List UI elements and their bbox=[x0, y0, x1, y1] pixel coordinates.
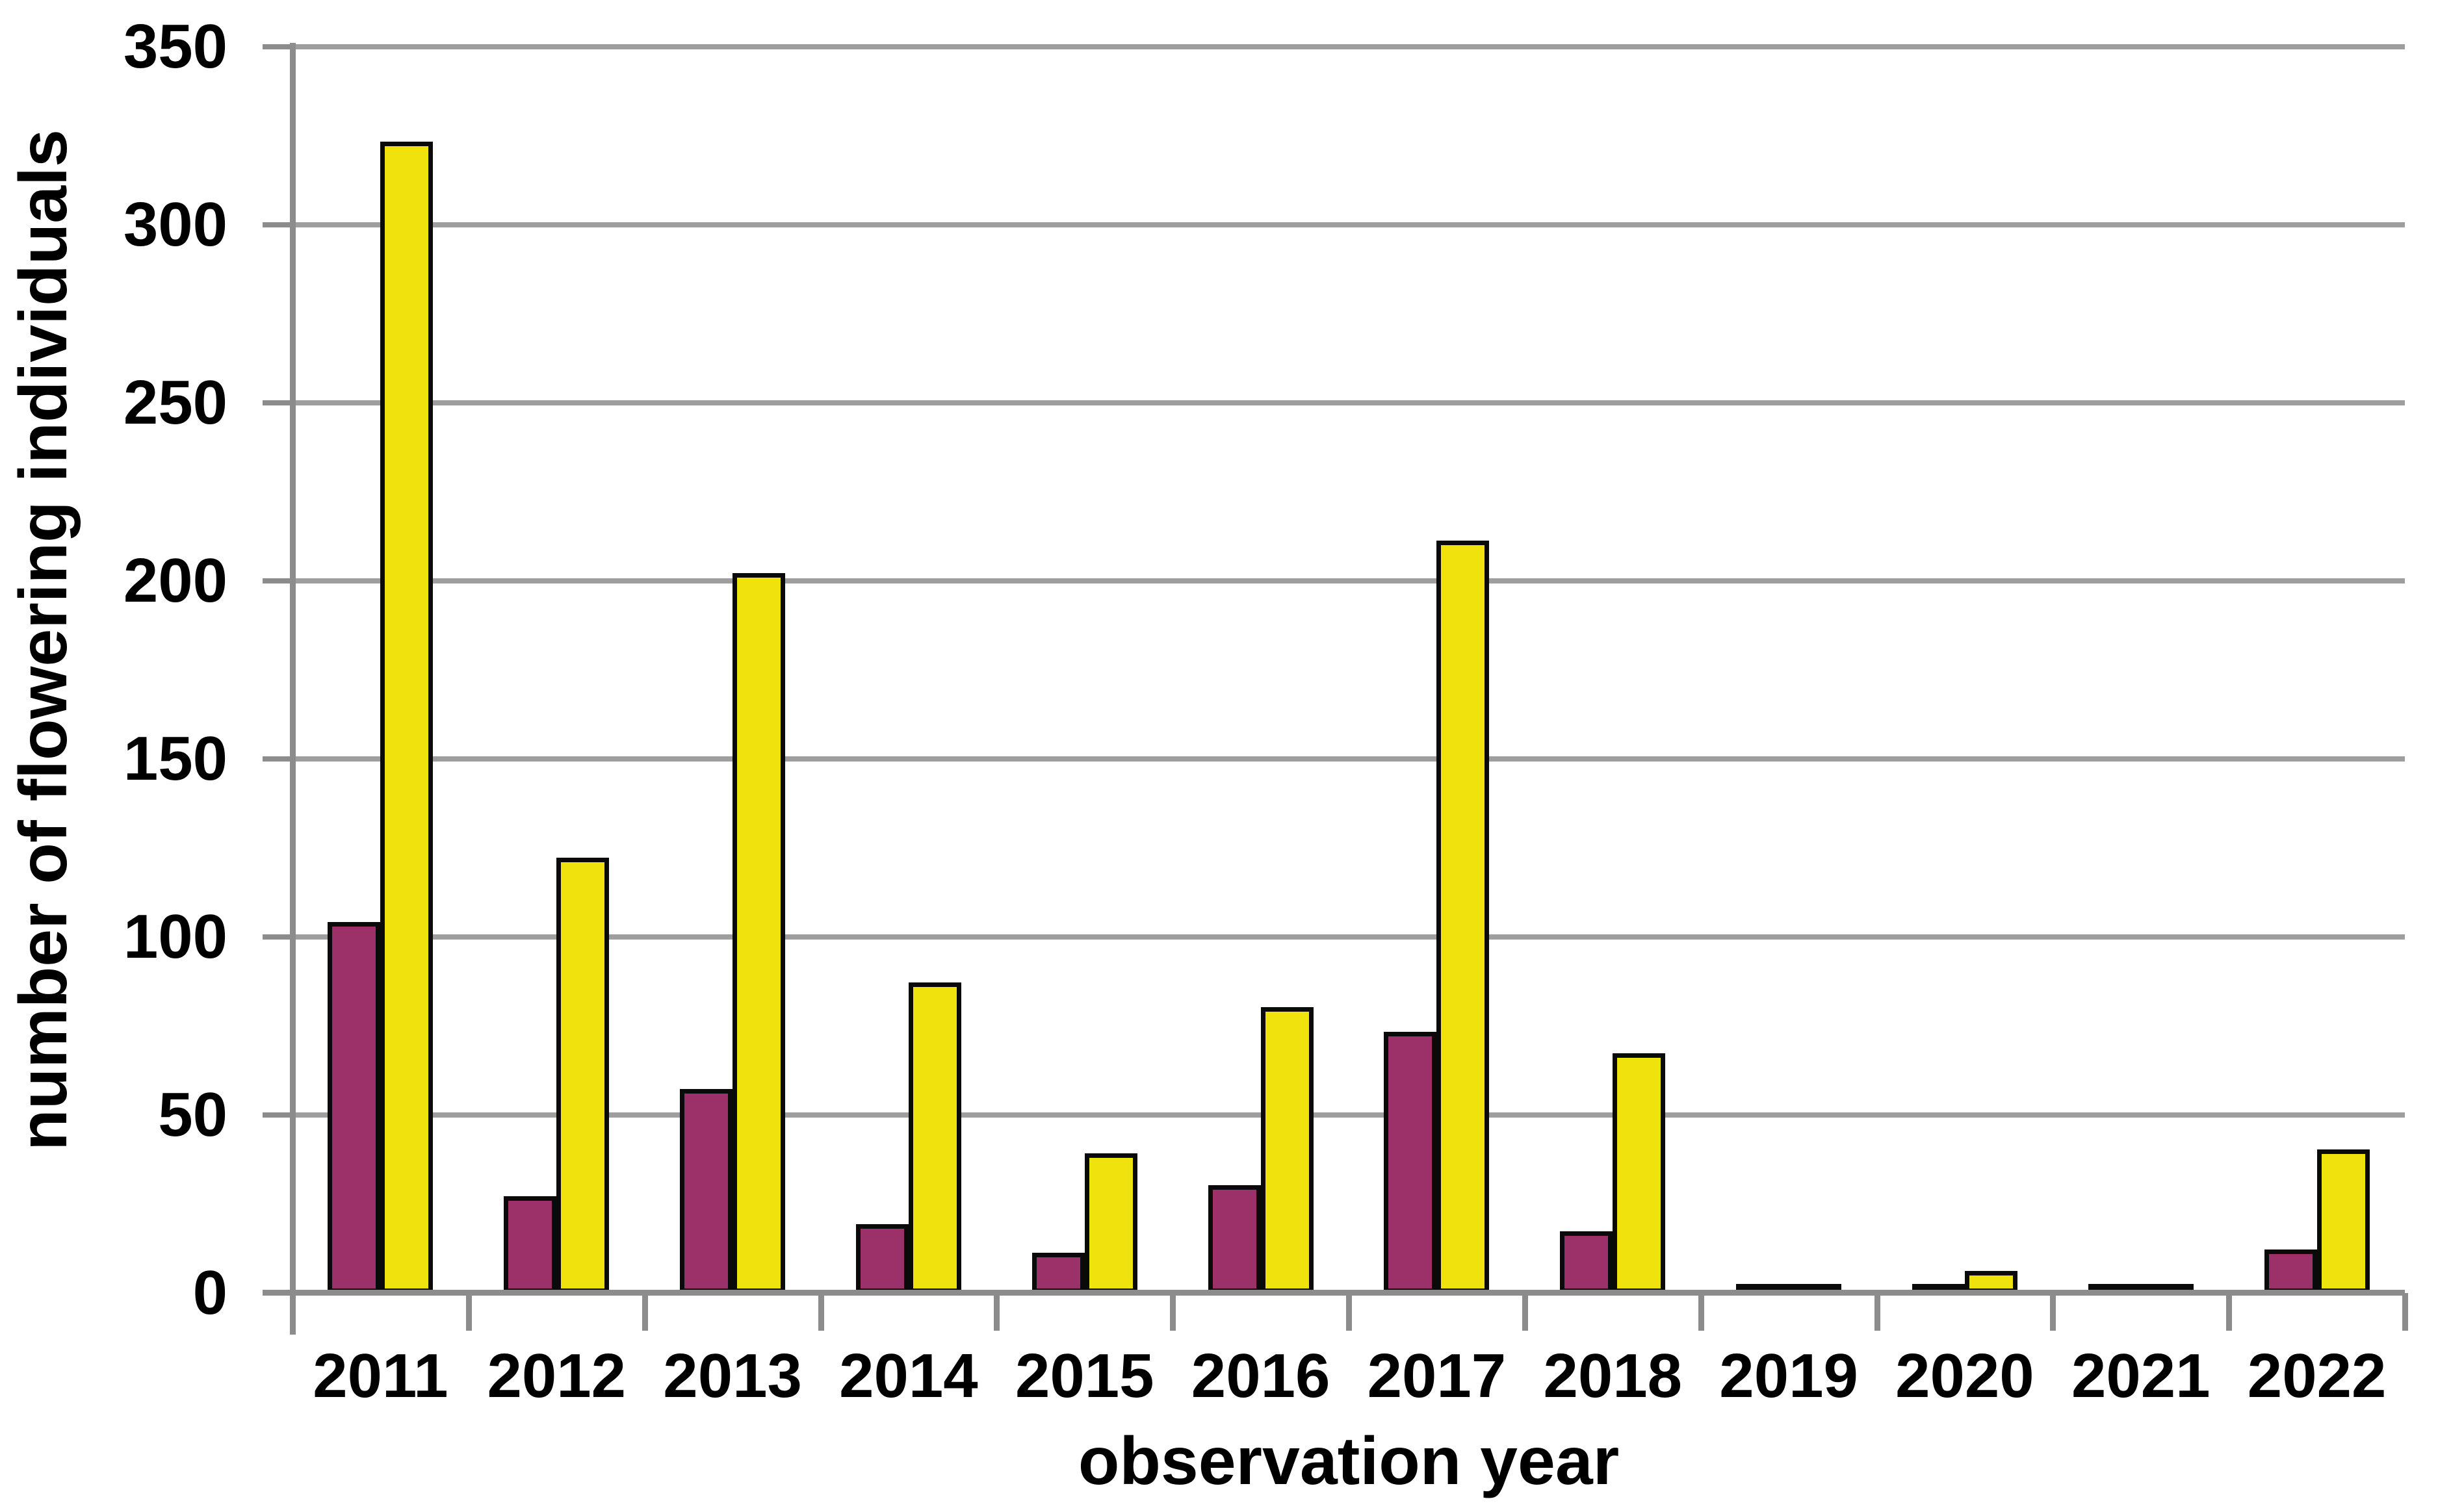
bar-yellow-2013 bbox=[733, 572, 786, 1293]
y-tick-mark-200 bbox=[263, 578, 292, 583]
plot-area bbox=[263, 43, 2408, 1335]
y-tick-mark-250 bbox=[263, 400, 292, 405]
y-tick-label-50: 50 bbox=[158, 1080, 227, 1149]
gridline-200 bbox=[292, 578, 2405, 583]
y-tick-mark-50 bbox=[263, 1112, 292, 1118]
y-axis-line bbox=[290, 43, 296, 1335]
x-tick-label-2017: 2017 bbox=[1367, 1341, 1507, 1411]
bar-maroon-2015 bbox=[1031, 1253, 1085, 1293]
x-tick-mark-5 bbox=[1170, 1293, 1176, 1331]
y-tick-mark-100 bbox=[263, 934, 292, 940]
bar-maroon-2016 bbox=[1208, 1185, 1261, 1293]
bar-yellow-2014 bbox=[908, 982, 961, 1293]
x-tick-mark-0 bbox=[290, 1293, 296, 1331]
x-axis-line bbox=[263, 1290, 2405, 1296]
y-tick-label-150: 150 bbox=[123, 724, 227, 793]
bar-yellow-2022 bbox=[2316, 1149, 2370, 1293]
y-tick-label-0: 0 bbox=[192, 1258, 227, 1327]
gridline-100 bbox=[292, 934, 2405, 940]
x-axis-title: observation year bbox=[1078, 1424, 1620, 1499]
bar-maroon-2014 bbox=[855, 1224, 909, 1293]
x-tick-label-2019: 2019 bbox=[1719, 1341, 1858, 1411]
x-tick-mark-1 bbox=[465, 1293, 472, 1331]
x-tick-label-2018: 2018 bbox=[1543, 1341, 1683, 1411]
y-tick-label-300: 300 bbox=[123, 190, 227, 259]
gridline-300 bbox=[292, 222, 2405, 227]
x-tick-mark-11 bbox=[2226, 1293, 2233, 1331]
bar-yellow-2016 bbox=[1260, 1007, 1314, 1293]
bar-maroon-2013 bbox=[680, 1089, 733, 1293]
bar-maroon-2018 bbox=[1560, 1231, 1613, 1293]
bar-maroon-2012 bbox=[504, 1196, 557, 1293]
x-tick-label-2015: 2015 bbox=[1015, 1341, 1154, 1411]
y-tick-mark-300 bbox=[263, 222, 292, 227]
x-tick-mark-8 bbox=[1698, 1293, 1704, 1331]
y-tick-label-250: 250 bbox=[123, 368, 227, 437]
bar-maroon-2022 bbox=[2264, 1249, 2317, 1293]
y-tick-mark-0 bbox=[263, 1290, 292, 1296]
y-tick-label-100: 100 bbox=[123, 902, 227, 971]
y-tick-label-200: 200 bbox=[123, 546, 227, 615]
x-tick-mark-6 bbox=[1346, 1293, 1352, 1331]
bar-yellow-2011 bbox=[380, 142, 434, 1293]
y-tick-label-350: 350 bbox=[123, 12, 227, 81]
x-tick-label-2022: 2022 bbox=[2247, 1341, 2387, 1411]
x-tick-mark-3 bbox=[818, 1293, 824, 1331]
x-tick-mark-7 bbox=[1522, 1293, 1528, 1331]
gridline-250 bbox=[292, 400, 2405, 405]
gridline-350 bbox=[292, 44, 2405, 49]
gridline-50 bbox=[292, 1112, 2405, 1118]
x-tick-mark-9 bbox=[1874, 1293, 1880, 1331]
y-tick-mark-350 bbox=[263, 44, 292, 49]
bar-yellow-2017 bbox=[1436, 541, 1490, 1293]
bar-yellow-2015 bbox=[1084, 1153, 1137, 1293]
x-tick-label-2014: 2014 bbox=[839, 1341, 978, 1411]
x-tick-label-2011: 2011 bbox=[313, 1341, 448, 1411]
x-tick-mark-2 bbox=[642, 1293, 648, 1331]
x-tick-label-2020: 2020 bbox=[1895, 1341, 2034, 1411]
bar-yellow-2018 bbox=[1613, 1053, 1666, 1293]
x-tick-label-2013: 2013 bbox=[663, 1341, 802, 1411]
gridline-150 bbox=[292, 756, 2405, 762]
x-tick-label-2016: 2016 bbox=[1191, 1341, 1330, 1411]
bar-yellow-2012 bbox=[556, 857, 610, 1293]
x-tick-label-2012: 2012 bbox=[487, 1341, 627, 1411]
bar-maroon-2011 bbox=[328, 921, 381, 1293]
x-tick-mark-12 bbox=[2402, 1293, 2408, 1331]
bar-maroon-2017 bbox=[1384, 1032, 1437, 1293]
x-tick-mark-10 bbox=[2050, 1293, 2056, 1331]
x-tick-label-2021: 2021 bbox=[2071, 1341, 2211, 1411]
x-tick-mark-4 bbox=[994, 1293, 1000, 1331]
y-tick-mark-150 bbox=[263, 756, 292, 762]
